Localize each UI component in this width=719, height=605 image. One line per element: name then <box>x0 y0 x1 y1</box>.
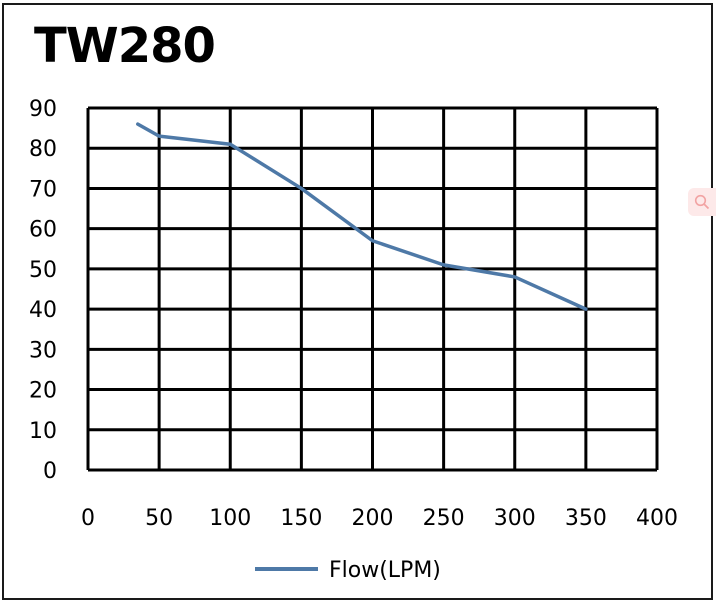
grid-lines <box>86 106 659 472</box>
y-tick-label: 70 <box>29 177 57 202</box>
legend: Flow(LPM) <box>255 558 441 583</box>
y-tick-label: 60 <box>29 218 57 243</box>
y-tick-label: 80 <box>29 137 57 162</box>
search-icon <box>694 194 710 210</box>
y-axis-ticks: 90 80 70 60 50 40 30 20 10 0 <box>29 97 57 484</box>
x-tick-label: 350 <box>565 506 607 531</box>
chart-title: TW280 <box>34 18 216 74</box>
series-line <box>136 122 588 311</box>
x-tick-label: 250 <box>423 506 465 531</box>
chart-frame <box>2 3 713 600</box>
search-badge[interactable] <box>688 188 716 216</box>
y-tick-label: 40 <box>29 298 57 323</box>
x-tick-label: 100 <box>209 506 251 531</box>
x-tick-label: 400 <box>636 506 678 531</box>
legend-label: Flow(LPM) <box>329 558 441 583</box>
y-tick-label: 90 <box>29 97 57 122</box>
x-tick-label: 150 <box>280 506 322 531</box>
y-tick-label: 50 <box>29 258 57 283</box>
x-tick-label: 0 <box>81 506 95 531</box>
y-tick-label: 10 <box>29 419 57 444</box>
x-tick-label: 300 <box>494 506 536 531</box>
y-tick-label: 0 <box>43 459 57 484</box>
y-tick-label: 30 <box>29 338 57 363</box>
y-tick-label: 20 <box>29 379 57 404</box>
series-layer <box>136 122 588 311</box>
x-tick-label: 200 <box>352 506 394 531</box>
x-tick-label: 50 <box>145 506 173 531</box>
x-axis-ticks: 0 50 100 150 200 250 300 350 400 <box>81 506 678 531</box>
